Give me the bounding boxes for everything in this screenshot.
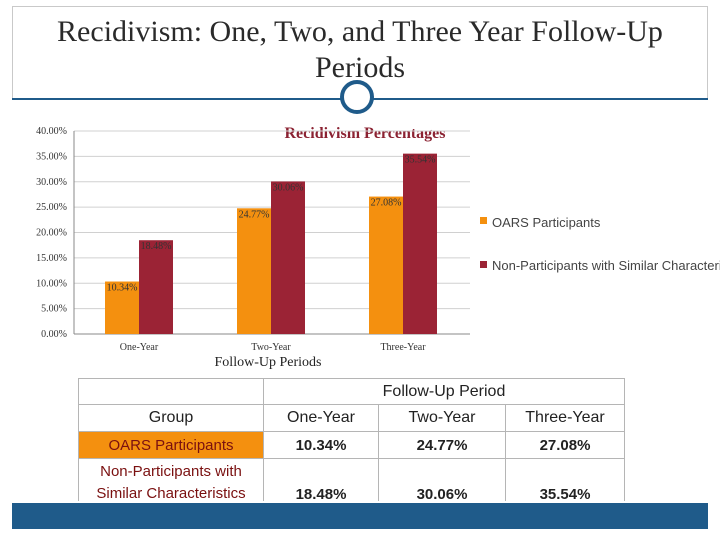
bar-non-participants-three-year bbox=[403, 153, 437, 334]
table-row: OARS Participants 10.34% 24.77% 27.08% bbox=[78, 431, 625, 459]
table-row: Non-Participants with Similar Characteri… bbox=[78, 458, 625, 507]
table-corner-cell bbox=[78, 378, 264, 405]
y-tick-label: 5.00% bbox=[41, 304, 67, 315]
table-cell-three-year: 27.08% bbox=[505, 431, 625, 459]
table-cell-group: OARS Participants bbox=[78, 431, 264, 459]
bar-oars-one-year bbox=[105, 281, 139, 334]
legend-swatch-non-participants bbox=[480, 261, 487, 268]
y-axis-ticks: 0.00% 5.00% 10.00% 15.00% 20.00% 25.00% 30.00%… bbox=[36, 126, 67, 340]
bar-oars-two-year bbox=[237, 208, 271, 334]
x-category-label: One-Year bbox=[120, 342, 159, 353]
bar-non-participants-one-year bbox=[139, 240, 173, 334]
table-cell-two-year: 24.77% bbox=[378, 431, 506, 459]
chart-bars bbox=[105, 153, 437, 334]
table-header-two-year: Two-Year bbox=[378, 404, 506, 432]
data-label: 35.54% bbox=[405, 155, 436, 166]
y-tick-label: 0.00% bbox=[41, 329, 67, 340]
table-cell-group: Non-Participants with Similar Characteri… bbox=[78, 458, 264, 507]
legend-swatch-oars bbox=[480, 217, 487, 224]
x-axis-categories: One-Year Two-Year Three-Year bbox=[120, 342, 426, 353]
y-tick-label: 15.00% bbox=[36, 253, 67, 264]
chart-title: Recidivism Percentages bbox=[285, 125, 446, 142]
bar-chart: Recidivism Percentages 0.00% 5.00% 10.00% 1… bbox=[36, 125, 720, 370]
table-header-three-year: Three-Year bbox=[505, 404, 625, 432]
data-label: 27.08% bbox=[371, 198, 402, 209]
table-cell-three-year: 35.54% bbox=[505, 458, 625, 507]
data-label: 24.77% bbox=[239, 209, 270, 220]
table-cell-one-year: 10.34% bbox=[263, 431, 379, 459]
x-category-label: Three-Year bbox=[380, 342, 426, 353]
y-tick-label: 25.00% bbox=[36, 202, 67, 213]
y-tick-label: 40.00% bbox=[36, 126, 67, 137]
table-cell-two-year: 30.06% bbox=[378, 458, 506, 507]
footer-bar bbox=[12, 503, 708, 529]
y-tick-label: 20.00% bbox=[36, 228, 67, 239]
table-header-one-year: One-Year bbox=[263, 404, 379, 432]
table-super-header: Follow-Up Period bbox=[263, 378, 625, 405]
data-label: 10.34% bbox=[107, 283, 138, 294]
y-tick-label: 30.00% bbox=[36, 177, 67, 188]
table-cell-one-year: 18.48% bbox=[263, 458, 379, 507]
x-axis-title: Follow-Up Periods bbox=[215, 355, 322, 370]
legend-label-non-participants: Non-Participants with Similar Characteri… bbox=[492, 258, 720, 273]
x-category-label: Two-Year bbox=[251, 342, 291, 353]
title-ring-ornament bbox=[340, 80, 374, 114]
bar-non-participants-two-year bbox=[271, 181, 305, 334]
y-tick-label: 35.00% bbox=[36, 151, 67, 162]
table-header-group: Group bbox=[78, 404, 264, 432]
title-frame bbox=[12, 6, 708, 98]
data-label: 30.06% bbox=[273, 182, 304, 193]
legend-label-oars: OARS Participants bbox=[492, 215, 601, 230]
slide-title: Recidivism: One, Two, and Three Year Fol… bbox=[57, 15, 663, 84]
results-table: Follow-Up Period Group One-Year Two-Year… bbox=[78, 378, 625, 507]
y-tick-label: 10.00% bbox=[36, 278, 67, 289]
footer-edge bbox=[12, 501, 708, 503]
data-label: 18.48% bbox=[141, 241, 172, 252]
chart-legend: OARS Participants Non-Participants with S… bbox=[480, 215, 720, 273]
chart-data-labels: 10.34% 18.48% 24.77% 30.06% 27.08% 35.54% bbox=[107, 155, 436, 294]
bar-oars-three-year bbox=[369, 196, 403, 334]
